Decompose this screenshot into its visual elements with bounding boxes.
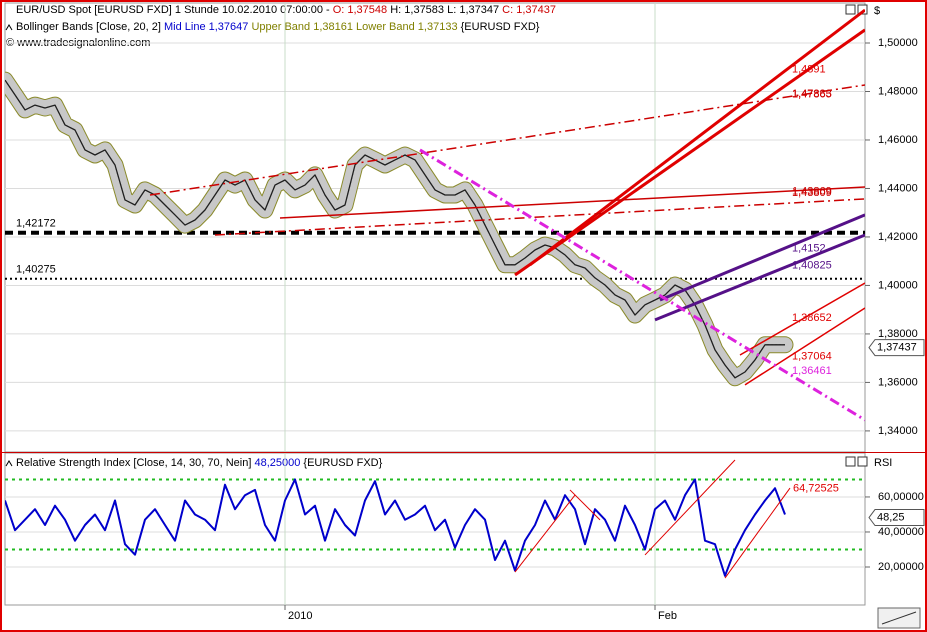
last-value-label: 48,25 (877, 511, 905, 523)
series-line (5, 478, 786, 577)
y-tick-label: 1,50000 (878, 37, 918, 49)
trendline-label: 64,72525 (793, 483, 839, 495)
axis-label: RSI (874, 457, 892, 469)
trendline (739, 282, 865, 356)
window-button[interactable] (845, 4, 856, 15)
trendline-label: 1,47883 (792, 88, 832, 100)
y-tick-label: 1,48000 (878, 85, 918, 97)
trendline (724, 487, 791, 579)
trendline-label: 1,43809 (792, 187, 832, 199)
header-part: EUR/USD Spot [EURUSD FXD] 1 Stunde 10.02… (16, 4, 333, 16)
close-button[interactable] (857, 4, 868, 15)
trendline-label: 1,47865 (792, 89, 832, 101)
y-tick-label: 1,40000 (878, 279, 918, 291)
trendline (514, 494, 576, 573)
header-part: {EURUSD FXD} (461, 21, 540, 33)
trendline (214, 198, 865, 236)
header-part: 48,25000 (254, 457, 303, 469)
chart-header: EUR/USD Spot [EURUSD FXD] 1 Stunde 10.02… (16, 4, 556, 16)
trendline (744, 307, 865, 386)
trendline-label: 1,40825 (792, 259, 832, 271)
header-part: {EURUSD FXD} (303, 457, 382, 469)
trendline (279, 186, 865, 219)
plot-area (5, 453, 865, 605)
trendline-label: 1,37064 (792, 351, 832, 363)
trendline (644, 459, 736, 556)
indicator-icon (5, 460, 13, 467)
plot-area (5, 3, 865, 452)
y-tick-label: 40,00000 (878, 526, 924, 538)
trendline (569, 489, 601, 521)
indicator-legend: Bollinger Bands [Close, 20, 2] Mid Line … (16, 21, 540, 33)
header-part: O: 1,37548 (333, 4, 391, 16)
x-tick-label: 2010 (288, 610, 312, 622)
y-tick-label: 1,42000 (878, 231, 918, 243)
trendline-label: 1,43869 (792, 186, 832, 198)
header-part: C: 1,37437 (502, 4, 556, 16)
header-part: Mid Line 1,37647 (164, 21, 251, 33)
indicator-icon (5, 24, 13, 31)
y-tick-label: 1,34000 (878, 425, 918, 437)
header-part: L: 1,37347 (447, 4, 502, 16)
trendline-label: 1,38652 (792, 312, 832, 324)
level-label: 1,40275 (16, 264, 56, 276)
axis-label: $ (874, 5, 880, 17)
scroll-icon (881, 611, 917, 625)
trendline (529, 8, 865, 267)
y-tick-label: 60,00000 (878, 491, 924, 503)
trendline (419, 148, 865, 422)
last-value-box (868, 509, 925, 527)
x-tick-label: Feb (658, 610, 677, 622)
trendline-label: 1,36461 (792, 365, 832, 377)
header-part: Upper Band 1,38161 (251, 21, 356, 33)
rsi-header: Relative Strength Index [Close, 14, 30, … (16, 457, 383, 469)
trendline (149, 84, 865, 196)
header-part: Bollinger Bands [Close, 20, 2] (16, 21, 164, 33)
trendline-label: 1,4152 (792, 242, 826, 254)
last-value-label: 1,37437 (877, 341, 917, 353)
y-tick-label: 1,38000 (878, 328, 918, 340)
price-panel (4, 2, 866, 453)
level-label: 1,42172 (16, 218, 56, 230)
header-part: Lower Band 1,37133 (356, 21, 461, 33)
y-tick-label: 1,46000 (878, 134, 918, 146)
trendline (514, 28, 865, 277)
trendline-label: 1,4891 (792, 63, 826, 75)
header-part: Relative Strength Index [Close, 14, 30, … (16, 457, 254, 469)
y-tick-label: 20,00000 (878, 561, 924, 573)
last-value-box (868, 339, 925, 357)
header-part: H: 1,37583 (390, 4, 447, 16)
y-tick-label: 1,36000 (878, 376, 918, 388)
window-button[interactable] (845, 456, 856, 467)
y-tick-label: 1,44000 (878, 182, 918, 194)
close-button[interactable] (857, 456, 868, 467)
series-line (5, 79, 785, 379)
trendline (654, 233, 865, 322)
trendline (659, 213, 865, 302)
